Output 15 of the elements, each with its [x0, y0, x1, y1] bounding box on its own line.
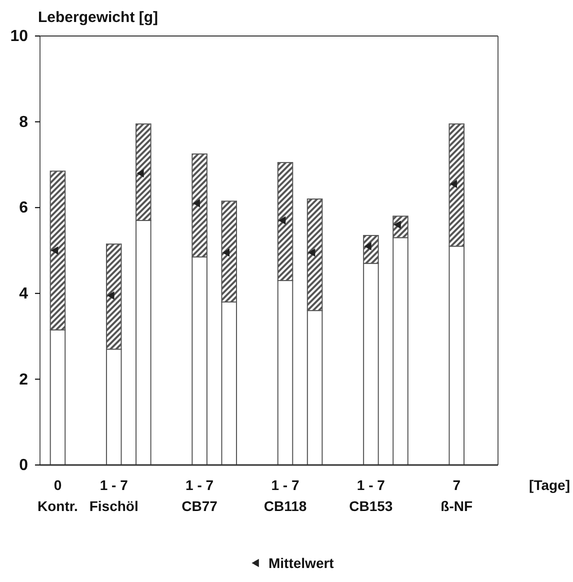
x-axis-title: [Tage] [529, 477, 570, 493]
y-tick-label: 4 [19, 286, 28, 303]
x-tick-label: 1 - 7 Fischöl [89, 477, 138, 514]
y-tick-label: 8 [19, 114, 28, 131]
y-tick-label: 0 [19, 457, 28, 474]
y-tick-label: 10 [10, 28, 28, 46]
x-tick-label: 1 - 7 CB77 [182, 477, 218, 514]
legend-label: Mittelwert [268, 555, 334, 571]
y-tick-label: 6 [19, 200, 28, 217]
x-tick-label: 7 ß-NF [440, 477, 474, 514]
x-tick-label: 0 Kontr. [38, 477, 78, 514]
x-tick-label: 1 - 7 CB153 [349, 477, 393, 514]
y-axis-title: Lebergewicht [g] [38, 9, 158, 26]
x-tick-label: 1 - 7 CB118 [264, 477, 307, 514]
y-tick-label: 2 [19, 371, 28, 388]
